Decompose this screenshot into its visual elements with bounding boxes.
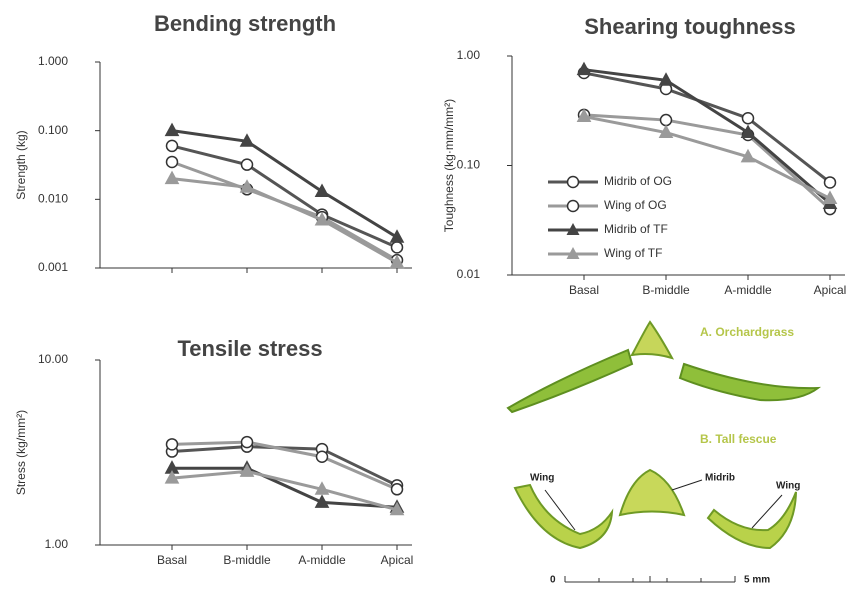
marker xyxy=(823,176,837,189)
leaf-wing xyxy=(506,348,634,414)
marker xyxy=(165,155,179,169)
leaf-wing xyxy=(706,491,797,550)
series-line xyxy=(171,445,398,487)
y-tick-label: 1.00 xyxy=(457,48,481,62)
marker xyxy=(822,190,838,204)
y-tick-label: 0.100 xyxy=(38,123,68,137)
leaf-midrib xyxy=(630,320,675,360)
x-tick-label: A-middle xyxy=(298,553,346,567)
series-line xyxy=(171,440,398,491)
marker xyxy=(239,133,255,147)
x-tick-label: Basal xyxy=(157,553,187,567)
marker xyxy=(164,122,180,137)
marker xyxy=(390,241,404,254)
marker xyxy=(164,470,180,484)
leaf-wing xyxy=(513,483,614,550)
photo-panel: A. Orchardgrass B. Tall fescue Wing Midr… xyxy=(506,320,822,586)
y-tick-label: 0.010 xyxy=(38,192,68,206)
marker xyxy=(240,158,254,171)
marker xyxy=(314,481,330,495)
y-tick-label: 10.00 xyxy=(38,352,68,366)
marker xyxy=(740,148,756,163)
series-line xyxy=(583,115,831,200)
marker xyxy=(239,179,255,193)
photo-annotation: Wing xyxy=(776,481,800,492)
scale-start: 0 xyxy=(550,575,556,586)
marker xyxy=(314,183,330,198)
series-line xyxy=(171,144,398,249)
y-axis-label: Toughness (kg·mm/mm²) xyxy=(442,99,456,232)
arrow xyxy=(751,494,783,529)
marker xyxy=(741,112,755,125)
marker xyxy=(576,61,592,76)
marker xyxy=(389,229,405,243)
marker xyxy=(389,254,405,269)
marker xyxy=(659,113,673,127)
leaf-wing xyxy=(678,362,822,402)
marker xyxy=(658,124,674,139)
legend-marker xyxy=(566,247,580,259)
chart-title: Shearing toughness xyxy=(584,14,795,39)
legend-label: Midrib of OG xyxy=(604,174,672,188)
x-tick-label: Apical xyxy=(381,553,414,567)
x-tick-label: Apical xyxy=(814,283,847,297)
chart-title: Bending strength xyxy=(154,11,336,36)
marker xyxy=(240,435,254,449)
chart: Bending strength Strength (kg) 0.001 0.010 0… xyxy=(14,11,412,274)
x-tick-label: A-middle xyxy=(724,283,772,297)
x-tick-label: B-middle xyxy=(223,553,271,567)
photo-annotation: Wing xyxy=(530,473,554,484)
legend-marker xyxy=(566,175,580,189)
legend-marker xyxy=(566,199,580,213)
marker xyxy=(576,108,592,123)
chart: Tensile stress Stress (kg/mm²) 1.00 10.00 Ba… xyxy=(14,336,413,567)
y-axis-label: Strength (kg) xyxy=(14,130,28,199)
scale-end: 5 mm xyxy=(744,575,770,586)
marker xyxy=(165,139,179,153)
series-line xyxy=(583,113,832,211)
y-tick-label: 0.01 xyxy=(457,267,481,281)
y-tick-label: 1.00 xyxy=(45,537,69,551)
marker xyxy=(658,72,674,86)
legend-label: Wing of TF xyxy=(604,246,662,260)
marker xyxy=(740,124,756,139)
series-line xyxy=(172,466,398,509)
x-tick-label: Basal xyxy=(569,283,599,297)
marker xyxy=(389,501,405,516)
series-line xyxy=(583,68,831,205)
series-line xyxy=(583,71,831,184)
y-tick-label: 1.000 xyxy=(38,54,68,68)
marker xyxy=(314,494,330,508)
series-line xyxy=(171,160,398,262)
legend-label: Midrib of TF xyxy=(604,222,668,236)
photo-label: B. Tall fescue xyxy=(700,432,777,446)
leaf-midrib xyxy=(618,468,686,517)
marker xyxy=(390,483,404,496)
photo-annotation: Midrib xyxy=(705,473,735,484)
legend-marker xyxy=(566,223,580,235)
x-tick-label: B-middle xyxy=(642,283,690,297)
marker xyxy=(315,450,329,463)
marker xyxy=(165,438,179,451)
y-tick-label: 0.10 xyxy=(457,158,481,172)
series-line xyxy=(171,177,398,264)
y-axis-label: Stress (kg/mm²) xyxy=(14,410,28,495)
arrow xyxy=(544,489,576,531)
y-tick-label: 0.001 xyxy=(38,260,68,274)
series-line xyxy=(171,469,398,512)
chart-title: Tensile stress xyxy=(177,336,322,361)
arrow xyxy=(671,479,703,491)
photo-label: A. Orchardgrass xyxy=(700,325,794,339)
legend-label: Wing of OG xyxy=(604,198,667,212)
marker xyxy=(239,463,255,477)
series-line xyxy=(171,129,398,239)
marker xyxy=(164,170,180,185)
marker xyxy=(314,211,330,226)
scale-ticks xyxy=(564,576,736,582)
